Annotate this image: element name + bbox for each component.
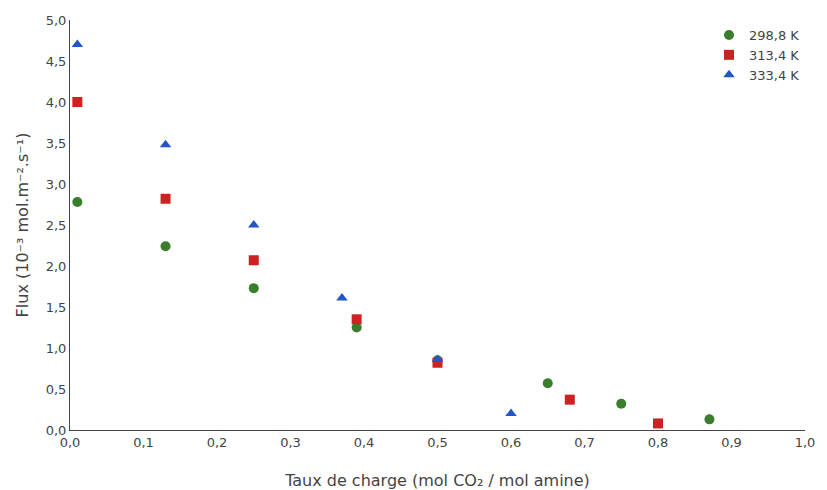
svg-text:1,5: 1,5 [46,300,67,315]
svg-text:0,1: 0,1 [133,435,154,450]
svg-text:5,0: 5,0 [46,13,67,28]
svg-text:298,8 K: 298,8 K [749,28,799,43]
svg-text:0,6: 0,6 [501,435,522,450]
svg-text:2,0: 2,0 [46,259,67,274]
svg-text:0,2: 0,2 [207,435,228,450]
svg-text:0,9: 0,9 [721,435,742,450]
svg-text:313,4 K: 313,4 K [749,48,799,63]
svg-text:0,0: 0,0 [46,423,67,438]
svg-text:4,5: 4,5 [46,54,67,69]
svg-text:0,7: 0,7 [574,435,595,450]
svg-text:Flux (10⁻³ mol.m⁻².s⁻¹): Flux (10⁻³ mol.m⁻².s⁻¹) [13,133,32,318]
svg-text:333,4 K: 333,4 K [749,68,799,83]
svg-text:Taux de charge (mol CO₂ / mol: Taux de charge (mol CO₂ / mol amine) [284,471,590,490]
svg-text:0,0: 0,0 [60,435,81,450]
svg-text:3,5: 3,5 [46,136,67,151]
svg-text:1,0: 1,0 [795,435,816,450]
svg-text:0,5: 0,5 [427,435,448,450]
svg-text:0,4: 0,4 [354,435,375,450]
svg-text:0,8: 0,8 [648,435,669,450]
svg-text:0,5: 0,5 [46,382,67,397]
svg-text:3,0: 3,0 [46,177,67,192]
svg-text:4,0: 4,0 [46,95,67,110]
svg-text:2,5: 2,5 [46,218,67,233]
svg-text:0,3: 0,3 [280,435,301,450]
svg-text:1,0: 1,0 [46,341,67,356]
